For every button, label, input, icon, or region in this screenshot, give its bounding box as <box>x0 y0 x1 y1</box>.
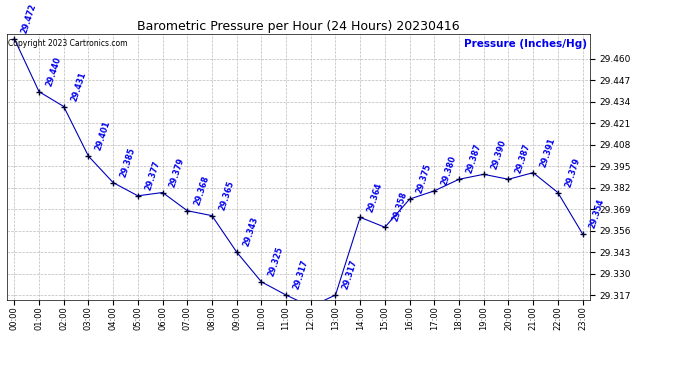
Text: 29.379: 29.379 <box>168 156 186 188</box>
Text: 29.364: 29.364 <box>366 181 384 213</box>
Text: 29.343: 29.343 <box>242 216 260 248</box>
Text: 29.317: 29.317 <box>292 259 310 291</box>
Text: 29.379: 29.379 <box>564 156 582 188</box>
Text: 29.358: 29.358 <box>391 191 408 223</box>
Text: 29.387: 29.387 <box>514 143 532 175</box>
Text: 29.377: 29.377 <box>144 160 161 192</box>
Text: 29.391: 29.391 <box>539 136 557 168</box>
Text: 29.310: 29.310 <box>0 374 1 375</box>
Text: 29.390: 29.390 <box>489 138 507 170</box>
Text: 29.380: 29.380 <box>440 154 458 187</box>
Text: 29.375: 29.375 <box>415 163 433 195</box>
Text: 29.387: 29.387 <box>464 143 483 175</box>
Title: Barometric Pressure per Hour (24 Hours) 20230416: Barometric Pressure per Hour (24 Hours) … <box>137 20 460 33</box>
Text: 29.431: 29.431 <box>69 70 88 102</box>
Text: 29.317: 29.317 <box>341 259 359 291</box>
Text: Copyright 2023 Cartronics.com: Copyright 2023 Cartronics.com <box>8 39 128 48</box>
Text: 29.472: 29.472 <box>20 2 38 34</box>
Text: 29.385: 29.385 <box>119 146 137 178</box>
Text: 29.365: 29.365 <box>217 180 235 212</box>
Text: Pressure (Inches/Hg): Pressure (Inches/Hg) <box>464 39 587 49</box>
Text: 29.401: 29.401 <box>94 120 112 152</box>
Text: 29.440: 29.440 <box>45 56 63 87</box>
Text: 29.368: 29.368 <box>193 174 211 207</box>
Text: 29.354: 29.354 <box>588 198 606 230</box>
Text: 29.325: 29.325 <box>267 246 285 278</box>
